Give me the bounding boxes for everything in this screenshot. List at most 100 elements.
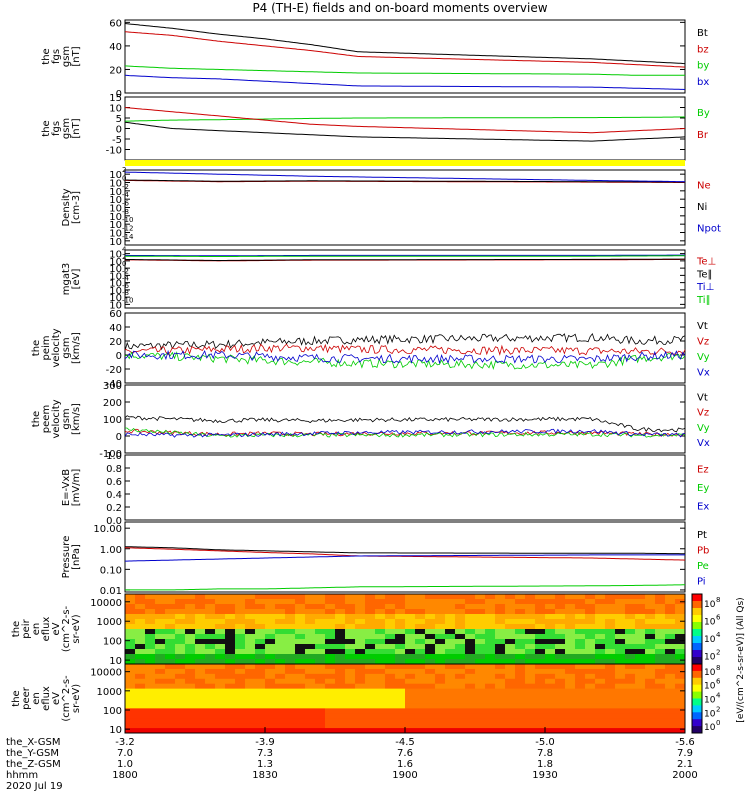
heatmap-cell [455,634,466,640]
y-tick-label: 10 [109,264,122,275]
heatmap-cell [665,599,676,605]
heatmap-cell [235,614,246,620]
heatmap-cell [175,654,186,660]
heatmap-cell [555,649,566,655]
heatmap-cell [635,599,646,605]
heatmap-cell [185,624,196,630]
heatmap-cell [615,728,626,734]
panel-frame [124,19,686,94]
heatmap-cell [675,698,686,704]
heatmap-cell [415,678,426,685]
heatmap-cell [435,609,446,615]
heatmap-cell [665,693,676,699]
heatmap-cell [255,639,266,645]
heatmap-cell [625,614,636,620]
heatmap-cell [555,673,566,680]
heatmap-cell [495,673,506,680]
heatmap-cell [445,629,456,635]
heatmap-cell [275,604,286,610]
heatmap-cell [405,629,416,635]
x-tick-label: 1800 [112,770,137,781]
colorbar-segment [692,719,702,727]
y-label-line: peir [21,618,32,638]
heatmap-cell [645,629,656,635]
series-line-Te∥ [124,258,685,261]
heatmap-cell [225,728,236,734]
heatmap-cell [305,644,316,650]
heatmap-cell [465,604,476,610]
heatmap-cell [605,619,616,625]
heatmap-cell [565,673,576,680]
heatmap-cell [535,634,546,640]
heatmap-cell [125,629,136,635]
heatmap-cell [545,639,556,645]
x-tick-label: 7.3 [257,748,273,759]
y-tick-label: -20 [106,365,122,376]
heatmap-cell [295,609,306,615]
y-label-line: peem [41,405,52,433]
heatmap-cell [395,599,406,605]
heatmap-cell [215,673,226,680]
heatmap-cell [555,723,566,729]
heatmap-cell [515,599,526,605]
heatmap-cell [605,718,616,724]
y-label-line: gsm [61,408,72,429]
y-axis-label: mgat3 [eV] [61,263,82,296]
heatmap-cell [315,629,326,635]
heatmap-cell [205,723,216,729]
heatmap-cell [145,708,156,714]
heatmap-cell [315,713,326,719]
heatmap-cell [415,673,426,680]
heatmap-cell [425,629,436,635]
heatmap-cell [345,639,356,645]
heatmap-cell [595,708,606,714]
y-tick-label: 10 [109,212,122,223]
heatmap-cell [655,664,666,670]
heatmap-cell [395,718,406,724]
heatmap-cell [385,659,396,665]
heatmap-cell [205,614,216,620]
heatmap-cell [185,644,196,650]
heatmap-cell [495,624,506,630]
heatmap-cell [145,594,156,600]
heatmap-cell [615,678,626,685]
heatmap-cell [495,654,506,660]
y-tick-label: 100 [103,415,122,426]
legend-Bt: Bt [697,28,708,39]
heatmap-cell [185,629,196,635]
series-line-Bt [124,23,686,65]
heatmap-cell [165,619,176,625]
heatmap-cell [305,664,316,670]
y-tick-label: 0.8 [106,464,122,475]
legend-Pe: Pe [697,561,709,572]
heatmap-cell [645,654,656,660]
heatmap-cell [605,713,616,719]
heatmap-cell [595,634,606,640]
heatmap-cell [595,649,606,655]
heatmap-cell [145,703,156,709]
heatmap-cell [635,609,646,615]
heatmap-cell [335,664,346,670]
heatmap-cell [575,609,586,615]
heatmap-cell [295,604,306,610]
heatmap-cell [325,659,336,665]
heatmap-cell [405,688,416,695]
heatmap-cell [455,688,466,695]
heatmap-cell [165,683,176,690]
heatmap-cell [655,668,666,675]
heatmap-cell [365,634,376,640]
heatmap-cell [635,683,646,690]
y-tick-label: 10 [109,104,122,115]
heatmap-cell [305,649,316,655]
heatmap-cell [125,718,136,724]
heatmap-cell [285,609,296,615]
heatmap-cell [585,723,596,729]
heatmap-cell [475,624,486,630]
heatmap-cell [365,659,376,665]
heatmap-cell [245,629,256,635]
heatmap-cell [405,673,416,680]
heatmap-cell [175,609,186,615]
colorbar-tick-exponent: 0 [716,719,720,727]
heatmap-cell [235,688,246,695]
heatmap-cell [645,599,656,605]
